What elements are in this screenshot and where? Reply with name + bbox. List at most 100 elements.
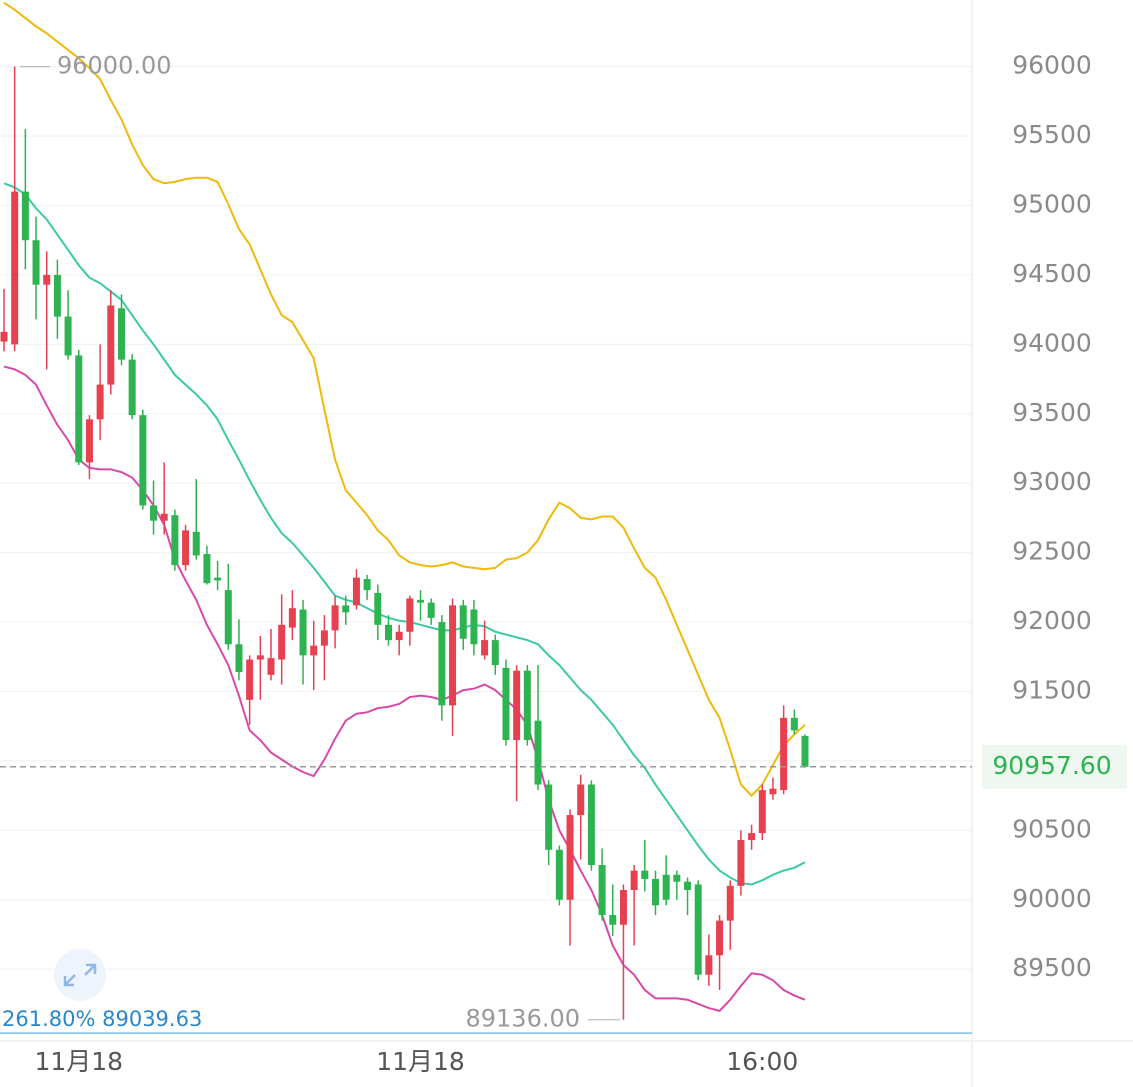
candle-body: [459, 605, 467, 639]
fib-label: 261.80% 89039.63: [2, 1007, 202, 1031]
candle-body: [684, 881, 692, 891]
candle-body: [694, 884, 702, 975]
candle-body: [577, 784, 585, 816]
low-marker-label: 89136.00: [465, 1005, 580, 1033]
y-tick-label: 92000: [1012, 606, 1092, 635]
candle-body: [630, 870, 638, 891]
candle-body: [513, 670, 521, 741]
y-tick-label: 90500: [1012, 814, 1092, 843]
candle-body: [192, 531, 200, 556]
y-tick-label: 96000: [1012, 51, 1092, 80]
candle-body: [43, 274, 51, 285]
y-tick-label: 91500: [1012, 675, 1092, 704]
candle-body: [288, 608, 296, 628]
candle-body: [491, 640, 499, 666]
candle-body: [438, 622, 446, 706]
candle-body: [417, 599, 425, 603]
annotations: 90957.60 96000.00 89136.00 261.80% 89039.63: [0, 52, 1127, 1034]
expand-icon[interactable]: [63, 963, 97, 987]
candle-body: [651, 878, 659, 906]
candle-body: [235, 644, 243, 673]
y-tick-label: 93500: [1012, 398, 1092, 427]
expand-button-bg[interactable]: [54, 949, 106, 1001]
y-tick-label: 92500: [1012, 537, 1092, 566]
candle-body: [21, 191, 29, 241]
candle-body: [384, 624, 392, 641]
candle-body: [545, 784, 553, 850]
candle-body: [566, 815, 574, 900]
candle-body: [427, 602, 435, 618]
candle-body: [182, 530, 190, 566]
overlay-line: [3, 1, 806, 798]
candle-body: [363, 579, 371, 591]
candle-body: [801, 735, 809, 767]
candle-body: [673, 874, 681, 882]
candle-body: [214, 577, 222, 581]
candle-body: [160, 513, 168, 521]
overlays: [3, 1, 806, 1012]
candle-body: [246, 659, 254, 700]
candle-body: [726, 885, 734, 921]
candle-body: [117, 308, 125, 360]
candle-body: [705, 955, 713, 975]
grid: 8950090000905009100091500920009250093000…: [0, 51, 1092, 1076]
candle-body: [374, 592, 382, 625]
candle-body: [352, 577, 360, 606]
candle-body: [748, 833, 756, 841]
candle-body: [609, 915, 617, 925]
high-marker-label: 96000.00: [57, 52, 172, 80]
candle-body: [758, 790, 766, 834]
candle-body: [641, 870, 649, 879]
candle-body: [395, 631, 403, 641]
candle-body: [107, 305, 115, 385]
candle-body: [470, 609, 478, 645]
candle-body: [449, 605, 457, 706]
x-tick-label: 16:00: [726, 1047, 798, 1076]
candle-body: [278, 624, 286, 660]
candle-body: [310, 645, 318, 656]
candle-body: [267, 658, 275, 675]
candles: [0, 66, 809, 1020]
candle-body: [320, 630, 328, 646]
candle-body: [716, 920, 724, 956]
candle-body: [780, 717, 788, 791]
candle-body: [0, 331, 8, 342]
overlay-line: [3, 365, 806, 1012]
candle-body: [75, 355, 83, 463]
candle-body: [331, 605, 339, 631]
x-tick-label: 11月18: [376, 1047, 465, 1076]
candle-body: [203, 554, 211, 584]
candle-body: [662, 874, 670, 900]
candle-body: [128, 359, 136, 416]
candle-body: [342, 605, 350, 613]
candle-body: [598, 865, 606, 916]
overlay-line: [3, 182, 806, 886]
candle-body: [481, 640, 489, 656]
candle-body: [11, 191, 19, 345]
expand-button[interactable]: [54, 949, 106, 1001]
candle-body: [139, 415, 147, 506]
y-tick-label: 89500: [1012, 953, 1092, 982]
y-tick-label: 93000: [1012, 467, 1092, 496]
candle-body: [555, 849, 563, 900]
candle-body: [96, 384, 104, 420]
candle-body: [299, 609, 307, 656]
candle-body: [587, 784, 595, 866]
candle-body: [737, 840, 745, 886]
candle-body: [32, 240, 40, 285]
y-tick-label: 94000: [1012, 328, 1092, 357]
last-price-label: 90957.60: [992, 751, 1111, 780]
candle-body: [523, 670, 531, 741]
candle-body: [150, 505, 158, 521]
y-tick-label: 95500: [1012, 120, 1092, 149]
x-tick-label: 11月18: [34, 1047, 123, 1076]
candle-body: [619, 890, 627, 925]
candle-body: [85, 419, 93, 463]
y-tick-label: 90000: [1012, 884, 1092, 913]
candle-body: [53, 274, 61, 317]
candle-body: [171, 515, 179, 566]
y-tick-label: 94500: [1012, 259, 1092, 288]
candle-body: [224, 590, 232, 645]
